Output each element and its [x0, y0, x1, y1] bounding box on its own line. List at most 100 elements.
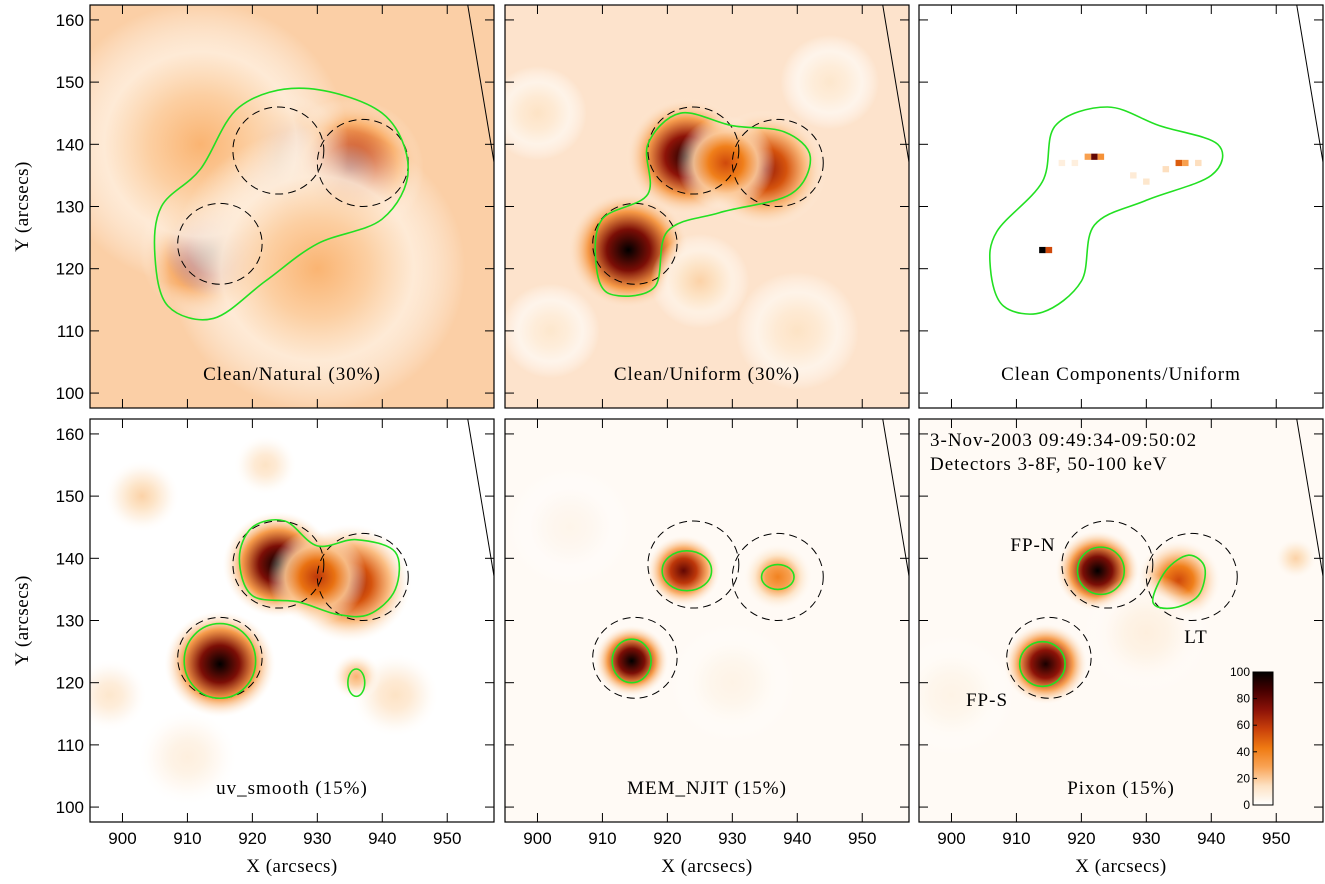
y-tick-label: 100 — [56, 384, 84, 403]
x-tick-label: 950 — [848, 829, 876, 848]
colorbar-tick-label: 60 — [1237, 718, 1251, 732]
source — [670, 623, 795, 742]
source-circle — [1061, 520, 1154, 609]
source-circle — [592, 616, 678, 699]
component-pixel — [1091, 153, 1098, 160]
source — [743, 543, 813, 611]
annotation: FP-N — [1010, 535, 1055, 556]
x-tick-label: 910 — [1002, 829, 1030, 848]
source — [1003, 623, 1088, 705]
contour — [988, 106, 1224, 315]
x-tick-label: 950 — [433, 829, 461, 848]
panel-label: Clean/Uniform (30%) — [614, 364, 800, 385]
x-tick-label: 940 — [1197, 829, 1225, 848]
source — [676, 115, 776, 211]
panel: 900 910 920 930 940 950 MEM_NJIT (15%) X (arcse… — [504, 418, 910, 877]
source-circle — [647, 520, 740, 609]
y-tick-label: 160 — [56, 11, 84, 30]
panel: 900 910 920 930 940 950 Pixon (15%) X (arcsecs)… — [918, 418, 1324, 877]
source — [505, 65, 587, 161]
source — [138, 710, 237, 805]
source — [780, 34, 880, 130]
component-pixel — [1039, 246, 1046, 254]
x-tick-label: 900 — [523, 829, 551, 848]
source-circle — [731, 118, 824, 207]
background — [919, 5, 1323, 408]
component-pixel — [1084, 153, 1092, 160]
source-circle — [232, 520, 325, 609]
x-tick-label: 920 — [238, 829, 266, 848]
limb — [882, 5, 909, 163]
component-pixel — [1162, 166, 1170, 173]
x-tick-label: 900 — [108, 829, 136, 848]
x-tick-label: 900 — [937, 829, 965, 848]
panel-label: MEM_NJIT (15%) — [627, 778, 787, 799]
contour — [153, 87, 410, 321]
y-tick-label: 110 — [57, 322, 84, 341]
y-axis-label: Y (arcsecs) — [12, 161, 33, 252]
y-tick-label: 140 — [56, 135, 84, 154]
contour — [238, 518, 401, 618]
limb — [467, 419, 494, 577]
component-pixel — [1182, 159, 1189, 167]
limb — [1296, 419, 1323, 577]
x-tick-label: 910 — [588, 829, 616, 848]
panel-label: Clean/Natural (30%) — [203, 364, 381, 385]
x-tick-label: 920 — [653, 829, 681, 848]
colorbar-tick-label: 20 — [1237, 771, 1251, 785]
source — [646, 535, 721, 607]
contour — [1018, 640, 1066, 688]
annotation: LT — [1184, 627, 1207, 648]
contour — [594, 111, 812, 297]
source — [919, 636, 1014, 755]
source — [505, 283, 600, 379]
source-circle — [316, 532, 409, 622]
source — [331, 652, 381, 701]
x-tick-label: 920 — [1067, 829, 1095, 848]
limb — [467, 5, 494, 163]
contour — [760, 563, 795, 591]
source-circle — [647, 106, 740, 195]
y-tick-label: 150 — [56, 73, 84, 92]
panel: Clean/Uniform (30%) — [504, 4, 910, 409]
annotation: 3-Nov-2003 09:49:34-09:50:02 — [930, 430, 1197, 451]
source — [1084, 573, 1209, 693]
image-area — [90, 5, 494, 408]
image-area — [919, 5, 1323, 408]
contour — [611, 638, 652, 684]
panel-label: Pixon (15%) — [1067, 778, 1175, 799]
x-axis-label: X (arcsecs) — [1075, 856, 1166, 877]
y-tick-label: 100 — [56, 798, 84, 817]
source — [104, 460, 179, 532]
colorbar-tick-label: 0 — [1243, 798, 1250, 812]
y-tick-label: 130 — [56, 612, 84, 631]
source-circle — [177, 202, 263, 285]
component-pixel — [1195, 159, 1202, 167]
colorbar-tick-label: 100 — [1230, 665, 1250, 679]
colorbar — [1252, 671, 1274, 806]
contour — [183, 622, 257, 700]
y-tick-label: 120 — [56, 260, 84, 279]
component-pixel — [1097, 153, 1105, 160]
annotation: Detectors 3-8F, 50-100 keV — [930, 454, 1168, 475]
x-tick-label: 950 — [1262, 829, 1290, 848]
source — [1273, 537, 1318, 580]
source — [508, 468, 632, 587]
contour — [1076, 546, 1126, 596]
panel-label: uv_smooth (15%) — [216, 778, 368, 799]
source-circle — [1145, 532, 1238, 622]
y-tick-label: 140 — [56, 549, 84, 568]
component-pixel — [1058, 159, 1066, 167]
x-tick-label: 930 — [303, 829, 331, 848]
source — [234, 435, 297, 495]
source — [650, 233, 750, 329]
x-tick-label: 910 — [173, 829, 201, 848]
y-tick-label: 110 — [57, 736, 84, 755]
limb — [1296, 5, 1323, 163]
panel-label: Clean Components/Uniform — [1001, 364, 1241, 385]
x-axis-label: X (arcsecs) — [246, 856, 337, 877]
source — [267, 529, 367, 625]
source — [164, 610, 276, 718]
component-pixel — [1045, 246, 1053, 254]
panel: 900 910 920 930 940 950 100 110 120 130 140 150 160 u… — [12, 418, 495, 877]
